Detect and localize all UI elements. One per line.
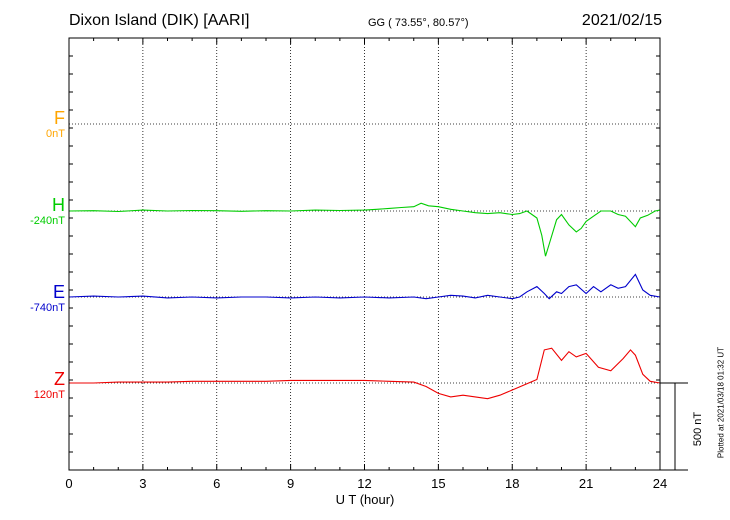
component-baseline: 0nT <box>46 128 65 140</box>
scale-bar <box>660 382 688 471</box>
component-baseline: -740nT <box>30 302 65 314</box>
plot-date: 2021/02/15 <box>581 12 662 29</box>
component-letter: H <box>52 195 65 215</box>
x-tick-label: 12 <box>357 476 372 491</box>
component-label-z: Z 120nT <box>5 369 65 401</box>
x-tick-label: 3 <box>139 476 147 491</box>
component-letter: Z <box>54 369 65 389</box>
component-letter: E <box>52 282 65 302</box>
plotted-timestamp: Plotted at 2021/03/18 01:32 UT <box>716 346 726 459</box>
grid-lines <box>69 38 660 470</box>
x-tick-label: 18 <box>505 476 520 491</box>
x-tick-label: 24 <box>652 476 668 491</box>
x-tick-label: 6 <box>213 476 221 491</box>
x-tick-label: 21 <box>578 476 594 491</box>
x-tick-label: 15 <box>431 476 446 491</box>
plot-frame <box>68 37 661 471</box>
series-line-h <box>68 202 661 257</box>
component-baseline: -240nT <box>30 215 65 227</box>
station-coordinates: GG ( 73.55°, 80.57°) <box>368 17 469 29</box>
x-tick-label: 0 <box>65 476 73 491</box>
component-baseline: 120nT <box>33 389 65 401</box>
component-label-f: F 0nT <box>5 108 65 140</box>
component-label-h: H -240nT <box>5 195 65 227</box>
component-label-e: E -740nT <box>5 282 65 314</box>
component-letter: F <box>54 108 65 128</box>
x-tick-label: 9 <box>287 476 295 491</box>
station-title: Dixon Island (DIK) [AARI] <box>69 12 250 29</box>
x-axis-label: U T (hour) <box>335 492 395 507</box>
series-lines <box>68 202 661 400</box>
series-line-e <box>68 273 661 300</box>
scale-bar-label: 500 nT <box>692 411 705 447</box>
series-line-z <box>69 347 661 400</box>
